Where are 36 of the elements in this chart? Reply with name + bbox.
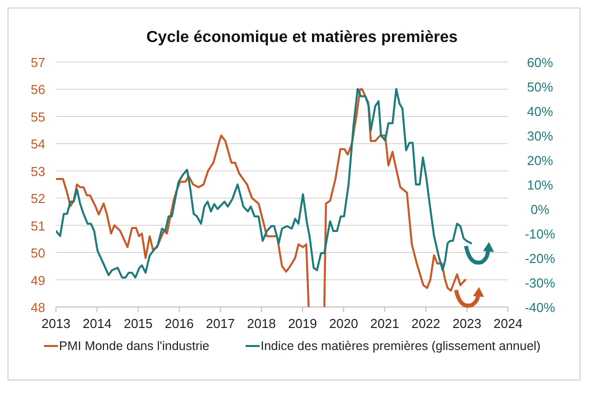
x-tick-label: 2013 — [42, 316, 70, 331]
x-tick-label: 2015 — [124, 316, 153, 331]
x-tick-label: 2023 — [452, 316, 482, 331]
x-tick-label: 2014 — [82, 316, 112, 331]
y-tick-label: 54 — [30, 136, 46, 152]
y2-tick-label: -40% — [524, 300, 556, 315]
x-tick-label: 2024 — [494, 316, 522, 331]
x-tick-label: 2021 — [370, 316, 400, 331]
x-tick-label: 2019 — [288, 316, 318, 331]
y2-tick-label: 0% — [530, 202, 550, 217]
y2-tick-label: 60% — [526, 55, 554, 70]
y-tick-label: 57 — [30, 55, 46, 70]
y2-tick-label: 20% — [526, 153, 554, 168]
y2-tick-label: 40% — [526, 104, 554, 119]
y2-tick-label: -30% — [524, 276, 556, 290]
x-tick-label: 2017 — [206, 316, 235, 331]
y-tick-label: 51 — [30, 218, 46, 234]
y2-tick-label: 10% — [526, 178, 554, 192]
y-tick-label: 48 — [30, 300, 46, 315]
x-tick-label: 2016 — [164, 316, 194, 331]
legend-label: PMI Monde dans l'industrie — [59, 339, 210, 353]
y-tick-label: 50 — [30, 246, 46, 261]
x-tick-label: 2018 — [246, 316, 276, 331]
x-tick-label: 2020 — [329, 316, 358, 331]
legend-label: Indice des matières premières (glissement annuel) — [260, 339, 541, 353]
y-tick-label: 53 — [30, 164, 46, 179]
y-tick-label: 56 — [30, 82, 46, 98]
y-tick-label: 49 — [30, 272, 46, 288]
y2-tick-label: -20% — [524, 251, 556, 266]
chart-title: Cycle économique et matières premières — [146, 29, 458, 46]
y-tick-label: 55 — [30, 109, 46, 124]
y2-tick-label: -10% — [524, 226, 556, 242]
y2-tick-label: 30% — [526, 128, 554, 144]
x-tick-label: 2022 — [411, 316, 440, 331]
y-tick-label: 52 — [30, 191, 46, 206]
y2-tick-label: 50% — [526, 80, 554, 94]
